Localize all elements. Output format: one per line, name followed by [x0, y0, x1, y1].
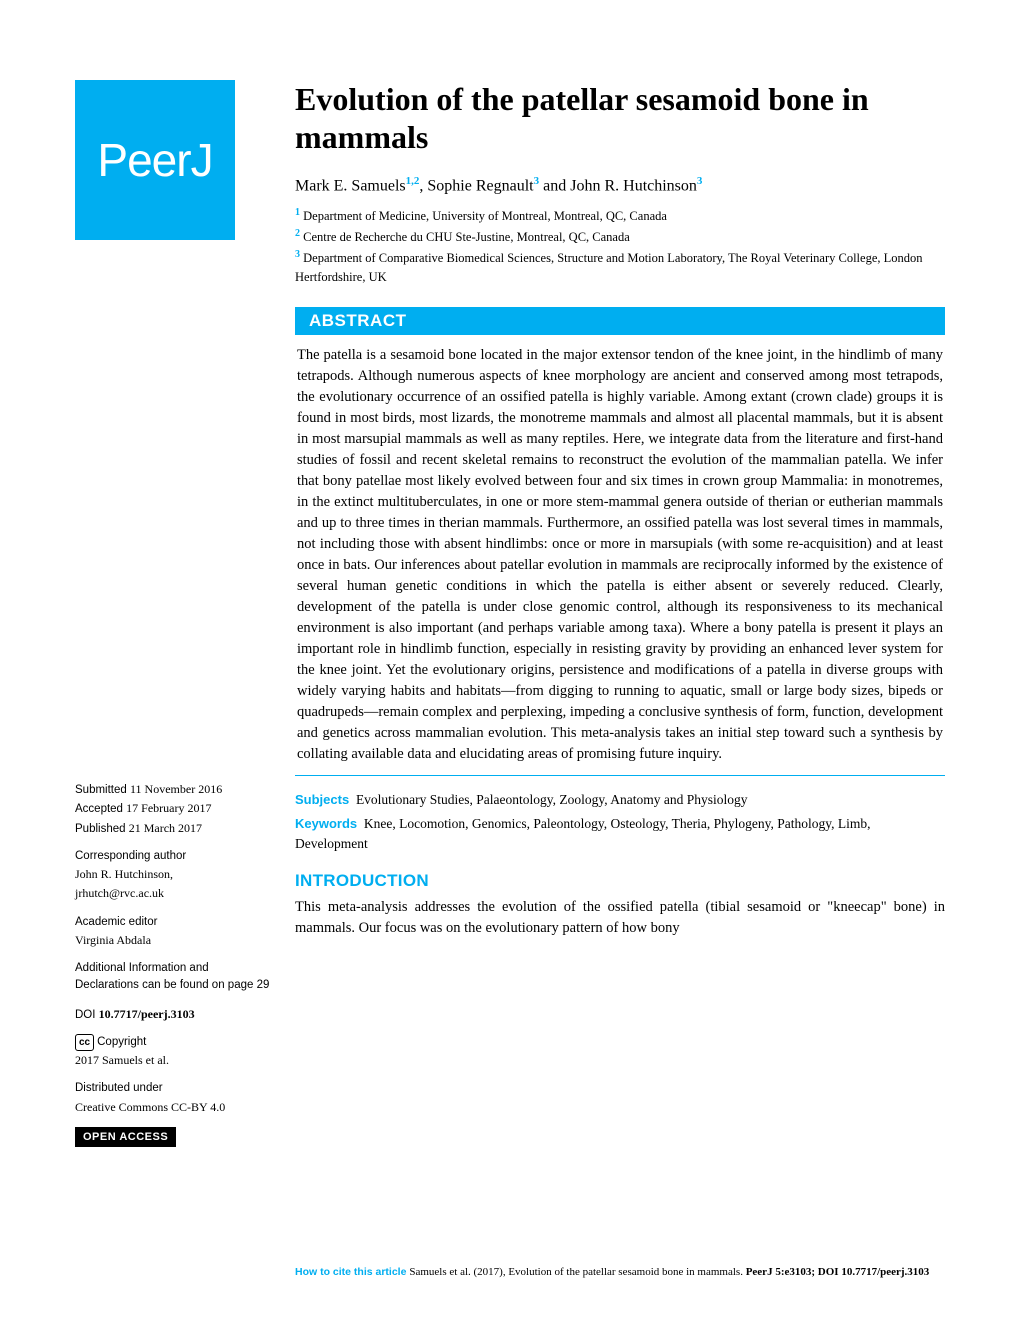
corresponding-author: Corresponding author John R. Hutchinson,… [75, 848, 270, 904]
accepted-label: Accepted [75, 803, 126, 815]
distributed-value: Creative Commons CC-BY 4.0 [75, 1100, 225, 1114]
peerj-logo: PeerJ [75, 80, 235, 240]
author-2: Sophie Regnault [427, 177, 533, 194]
published-value: 21 March 2017 [129, 821, 202, 835]
copyright-line: ccCopyright 2017 Samuels et al. [75, 1034, 270, 1071]
doi-value: 10.7717/peerj.3103 [99, 1007, 195, 1021]
subjects-label: Subjects [295, 792, 349, 807]
subjects-line: Subjects Evolutionary Studies, Palaeonto… [295, 790, 945, 810]
abstract-heading: ABSTRACT [295, 307, 945, 335]
accepted-value: 17 February 2017 [126, 801, 211, 815]
introduction-heading: INTRODUCTION [295, 871, 945, 891]
keywords-line: Keywords Knee, Locomotion, Genomics, Pal… [295, 814, 945, 855]
additional-text: Additional Information and Declarations … [75, 962, 269, 991]
cc-icon: cc [75, 1034, 94, 1051]
published-label: Published [75, 823, 129, 835]
copyright-value: 2017 Samuels et al. [75, 1053, 169, 1067]
left-column: PeerJ Submitted 11 November 2016 Accepte… [75, 80, 270, 1157]
right-column: Evolution of the patellar sesamoid bone … [295, 80, 945, 1157]
distributed-label: Distributed under [75, 1082, 163, 1094]
keywords-label: Keywords [295, 816, 357, 831]
affiliation-1: 1 Department of Medicine, University of … [295, 205, 945, 226]
open-access-line: OPEN ACCESS [75, 1127, 270, 1148]
doi-label: DOI [75, 1009, 99, 1021]
page-content: PeerJ Submitted 11 November 2016 Accepte… [75, 80, 945, 1157]
citation-label: How to cite this article [295, 1266, 409, 1278]
additional-info: Additional Information and Declarations … [75, 960, 270, 995]
sidebar-metadata: Submitted 11 November 2016 Accepted 17 F… [75, 780, 270, 1147]
corresponding-label: Corresponding author [75, 850, 186, 862]
corresponding-name: John R. Hutchinson, [75, 867, 173, 881]
open-access-badge: OPEN ACCESS [75, 1127, 176, 1148]
keywords-text: Knee, Locomotion, Genomics, Paleontology… [295, 816, 870, 851]
citation-footer: How to cite this article Samuels et al. … [295, 1265, 945, 1280]
citation-journal: PeerJ [746, 1266, 776, 1278]
affiliation-3: 3 Department of Comparative Biomedical S… [295, 247, 945, 287]
author-list: Mark E. Samuels1,2, Sophie Regnault3 and… [295, 175, 945, 195]
citation-text: Samuels et al. (2017), Evolution of the … [409, 1266, 745, 1278]
logo-text: PeerJ [97, 133, 212, 187]
author-2-sup: 3 [534, 175, 540, 187]
editor-label: Academic editor [75, 916, 157, 928]
submitted-line: Submitted 11 November 2016 Accepted 17 F… [75, 780, 270, 838]
author-1-sup: 1,2 [406, 175, 420, 187]
introduction-text: This meta-analysis addresses the evoluti… [295, 897, 945, 939]
affiliation-2: 2 Centre de Recherche du CHU Ste-Justine… [295, 226, 945, 247]
author-1: Mark E. Samuels [295, 177, 406, 194]
doi-line: DOI 10.7717/peerj.3103 [75, 1005, 270, 1024]
affiliations: 1 Department of Medicine, University of … [295, 205, 945, 286]
article-title: Evolution of the patellar sesamoid bone … [295, 80, 945, 157]
author-3-sup: 3 [697, 175, 703, 187]
editor-name: Virginia Abdala [75, 933, 151, 947]
copyright-label: Copyright [97, 1036, 146, 1048]
submitted-value: 11 November 2016 [130, 782, 222, 796]
academic-editor: Academic editor Virginia Abdala [75, 914, 270, 951]
abstract-text: The patella is a sesamoid bone located i… [295, 335, 945, 776]
citation-ref: 5:e3103; DOI 10.7717/peerj.3103 [775, 1266, 929, 1278]
author-3: John R. Hutchinson [570, 177, 697, 194]
submitted-label: Submitted [75, 784, 130, 796]
corresponding-email: jrhutch@rvc.ac.uk [75, 886, 164, 900]
subjects-text: Evolutionary Studies, Palaeontology, Zoo… [356, 792, 748, 807]
distributed-line: Distributed under Creative Commons CC-BY… [75, 1080, 270, 1117]
